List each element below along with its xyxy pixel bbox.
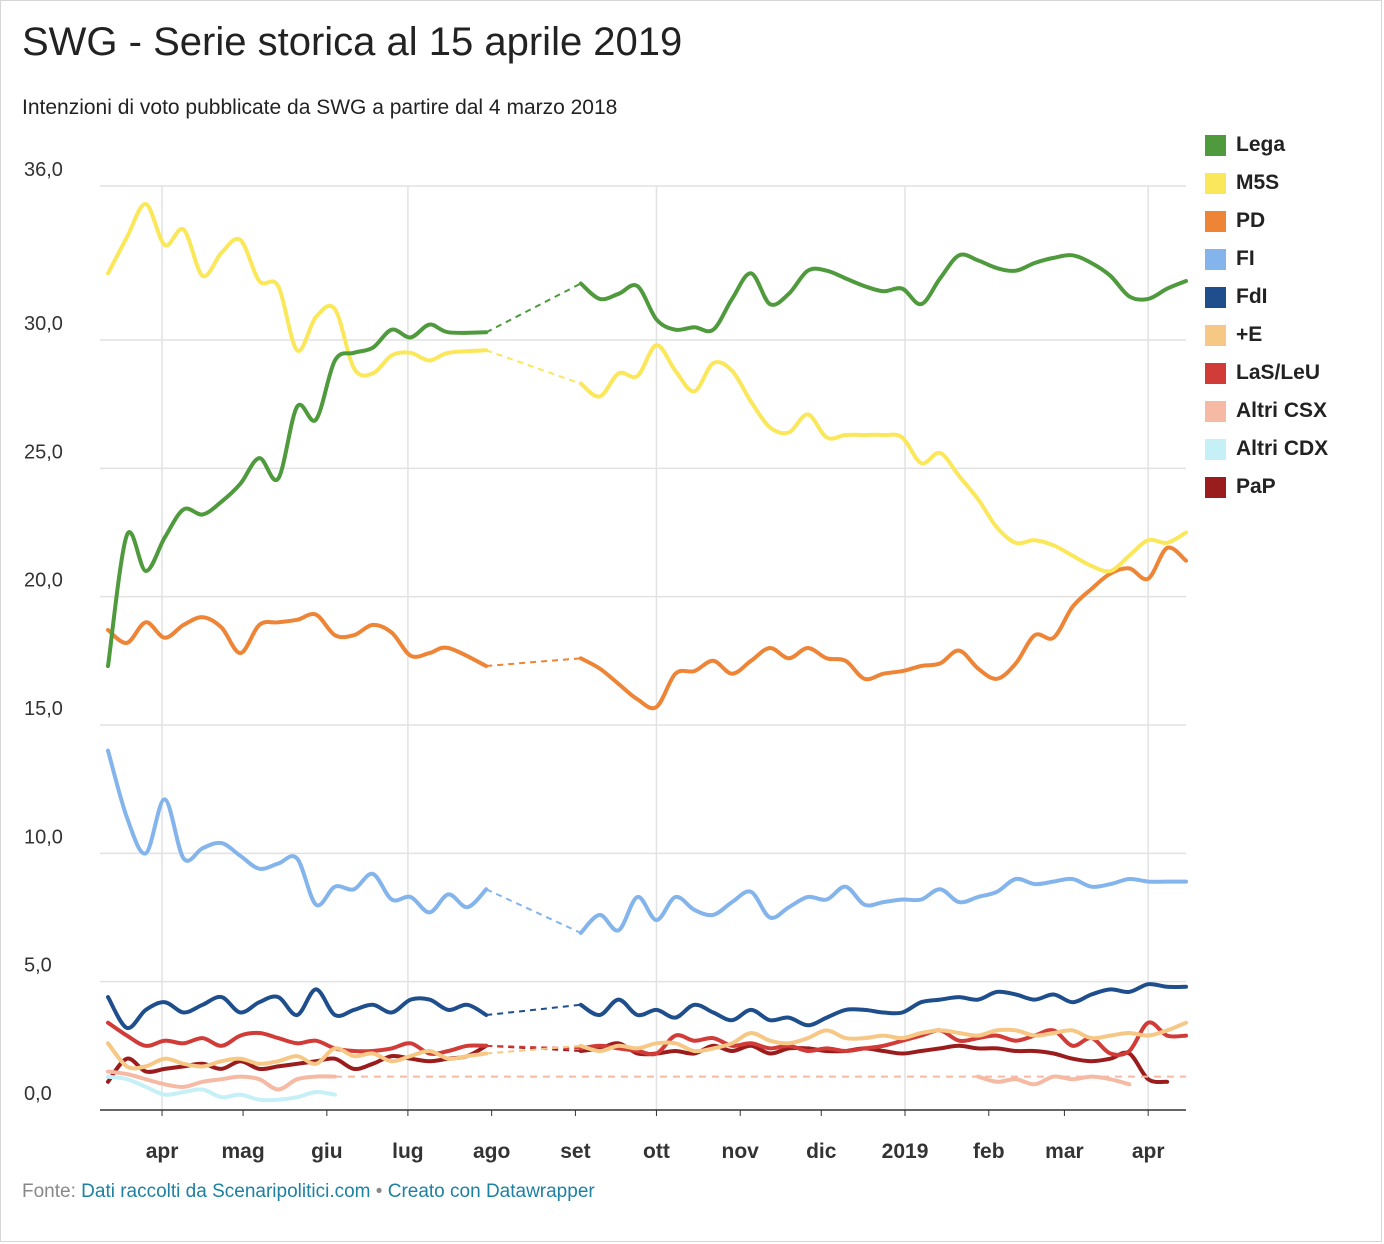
x-tick-label: feb [973,1140,1005,1163]
series-line-pd [106,612,489,668]
y-tick-label: 10,0 [24,826,63,848]
series-line-altri-csx [106,1069,337,1092]
x-tick-label: dic [806,1140,837,1163]
x-tick-label: mar [1045,1140,1084,1163]
x-tick-label: mag [221,1140,264,1163]
series-line-lega [106,322,489,668]
series-gap-fi [485,888,582,934]
legend-label: LaS/LeU [1236,361,1321,384]
y-tick-label: 30,0 [24,313,63,335]
legend-item-pd: PD [1205,202,1328,240]
series-line-altri-csx [976,1074,1132,1087]
series-line-e [578,1020,1188,1054]
legend-label: Lega [1236,133,1286,156]
series-line-m5s [106,202,489,378]
series-line-pap [578,1041,1170,1085]
legend-item-altri-csx: Altri CSX [1205,392,1328,430]
legend-label: Altri CDX [1236,437,1329,460]
x-tick-label: ago [473,1140,510,1163]
legend-swatch [1205,248,1226,270]
x-tick-label: nov [722,1140,760,1163]
y-tick-label: 0,0 [24,1083,52,1105]
x-tick-label: ott [643,1140,670,1163]
series-line-fi [106,748,489,915]
legend-swatch [1205,286,1226,308]
x-tick-label: apr [1132,1140,1165,1163]
legend-item-las-leu: LaS/LeU [1205,354,1328,392]
legend-swatch [1205,210,1226,232]
y-tick-label: 5,0 [24,955,52,977]
legend-item-m5s: M5S [1205,164,1328,202]
source-link[interactable]: Dati raccolti da Scenaripolitici.com [81,1181,371,1202]
legend-swatch [1205,400,1226,422]
chart-footer: Fonte: Dati raccolti da Scenaripolitici.… [22,1181,595,1203]
legend: Lega M5S PD FI FdI +E LaS/LeU Altri CSX Altri CD… [1205,126,1328,506]
legend-swatch [1205,362,1226,384]
chart-title: SWG - Serie storica al 15 aprile 2019 [22,20,683,64]
legend-label: PD [1236,209,1266,232]
series-gap-m5s [485,349,582,385]
legend-swatch [1205,324,1226,346]
legend-item-fi: FI [1205,240,1328,278]
series-line-fi [578,876,1188,935]
series-gap-pd [486,657,581,667]
legend-item-pap: PaP [1205,468,1328,506]
x-tick-label: apr [146,1140,179,1163]
legend-item-lega: Lega [1205,126,1328,164]
series-line-fdi [578,982,1188,1028]
legend-label: +E [1236,323,1263,346]
series-line-altri-cdx [106,1074,337,1103]
footer-prefix: Fonte: [22,1181,82,1202]
datawrapper-link[interactable]: Creato con Datawrapper [387,1181,595,1202]
chart-subtitle: Intenzioni di voto pubblicate da SWG a p… [22,96,618,119]
series-line-pd [578,545,1188,711]
x-tick-label: giu [311,1140,343,1163]
y-tick-label: 25,0 [24,441,63,463]
x-tick-label: set [560,1140,590,1163]
legend-label: FI [1236,247,1255,270]
x-tick-label: 2019 [882,1140,929,1163]
legend-label: FdI [1236,285,1268,308]
series-line-pap [106,1043,489,1084]
y-tick-label: 20,0 [24,570,63,592]
legend-swatch [1205,134,1226,156]
series-gap-lega [485,282,582,334]
legend-swatch [1205,438,1226,460]
legend-label: Altri CSX [1236,399,1328,422]
series-line-m5s [578,343,1188,574]
series-gap-e [486,1044,581,1055]
legend-swatch [1205,172,1226,194]
series-line-e [106,1041,489,1071]
legend-item-altri-cdx: Altri CDX [1205,430,1328,468]
series-gap-fdi [486,1003,581,1017]
series-line-lega [578,252,1188,334]
series-line-las-leu [578,1020,1188,1058]
legend-swatch [1205,476,1226,498]
legend-item-e: +E [1205,316,1328,354]
legend-label: M5S [1236,171,1280,194]
y-tick-label: 36,0 [24,159,63,181]
footer-separator: • [370,1181,388,1202]
legend-label: PaP [1236,475,1276,498]
x-tick-label: lug [392,1140,424,1163]
y-tick-label: 15,0 [24,698,63,720]
legend-item-fdi: FdI [1205,278,1328,316]
series-line-fdi [106,987,489,1030]
